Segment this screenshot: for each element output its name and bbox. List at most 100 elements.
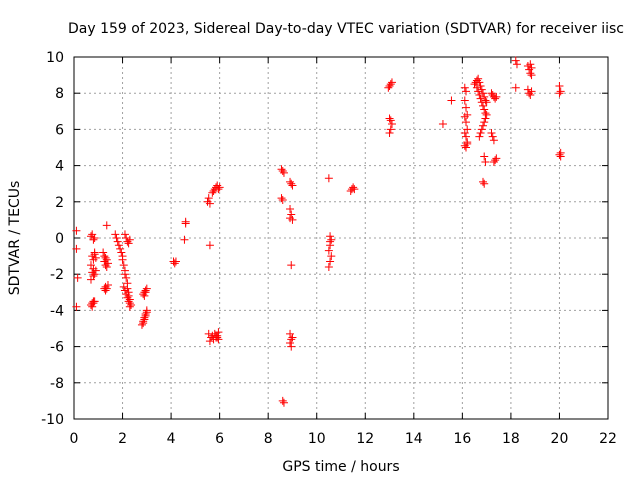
data-point [511,56,520,65]
data-point [72,302,81,311]
data-point [474,87,483,96]
data-point [555,81,564,90]
data-point [277,194,286,203]
data-point [481,96,490,105]
data-point [480,105,489,114]
data-point [90,270,99,279]
data-point [72,244,81,253]
data-point [491,94,500,103]
x-tick-label: 18 [502,431,520,447]
data-point [278,195,287,204]
data-point [327,235,336,244]
data-point [385,114,394,123]
data-point [489,136,498,145]
data-point [477,98,486,107]
data-point [492,154,501,163]
data-point [114,241,123,250]
data-point [462,87,471,96]
data-point [171,257,180,266]
data-point [101,253,110,262]
data-point [91,266,100,275]
data-point [100,257,109,266]
data-point [142,284,151,293]
x-tick-label: 12 [356,431,374,447]
data-point [119,261,128,270]
data-point [478,101,487,110]
data-point [102,262,111,271]
data-point [100,284,109,293]
data-point [387,78,396,87]
data-point [124,297,133,306]
data-point [482,110,491,119]
data-point [205,337,214,346]
data-point [327,252,336,261]
x-tick-label: 22 [599,431,617,447]
y-tick-label: -4 [50,303,64,319]
data-point [111,230,120,239]
data-point [472,83,481,92]
data-point [214,185,223,194]
data-point [523,85,532,94]
data-point [116,244,125,253]
data-point [287,261,296,270]
data-point [122,290,131,299]
data-point [170,259,179,268]
data-point [478,177,487,186]
x-tick-label: 10 [308,431,326,447]
data-point [475,78,484,87]
data-point [141,288,150,297]
data-point [476,81,485,90]
data-point [279,398,288,407]
data-point [460,96,469,105]
data-point [211,331,220,340]
data-point [124,239,133,248]
data-point [139,319,148,328]
data-point [481,157,490,166]
grid [74,57,608,419]
data-point [526,69,535,78]
plot-area-border [73,56,609,420]
data-point [386,116,395,125]
data-point [117,248,126,257]
x-tick-label: 16 [453,431,471,447]
data-point [478,89,487,98]
data-point [481,114,490,123]
data-point [512,60,521,69]
data-point [90,234,99,242]
data-point [480,92,489,101]
data-point [205,199,214,208]
data-point [89,235,98,244]
data-point [287,210,296,219]
data-point [120,230,129,239]
x-tick-label: 4 [167,431,176,447]
data-point [387,119,396,128]
data-point [278,396,287,405]
y-axis-label: SDTVAR / TECUs [7,181,23,296]
data-point [555,89,564,98]
data-point [72,226,81,235]
data-point [180,235,189,244]
data-point [462,132,471,141]
data-point [213,333,222,342]
data-point [462,103,471,112]
data-point [326,257,335,266]
data-point [324,174,333,183]
y-tick-label: -8 [50,376,64,392]
data-point [140,291,149,300]
data-point [463,138,472,147]
data-point [204,194,213,203]
data-points [72,56,565,407]
data-point [287,342,296,351]
data-point [447,96,456,105]
data-point [278,167,287,176]
x-axis-label: GPS time / hours [282,459,399,475]
data-point [287,179,296,188]
data-point [288,181,297,190]
data-point [477,125,486,134]
data-point [460,112,469,121]
data-point [526,91,535,100]
data-point [480,152,489,161]
data-point [288,215,297,224]
data-point [215,183,224,192]
